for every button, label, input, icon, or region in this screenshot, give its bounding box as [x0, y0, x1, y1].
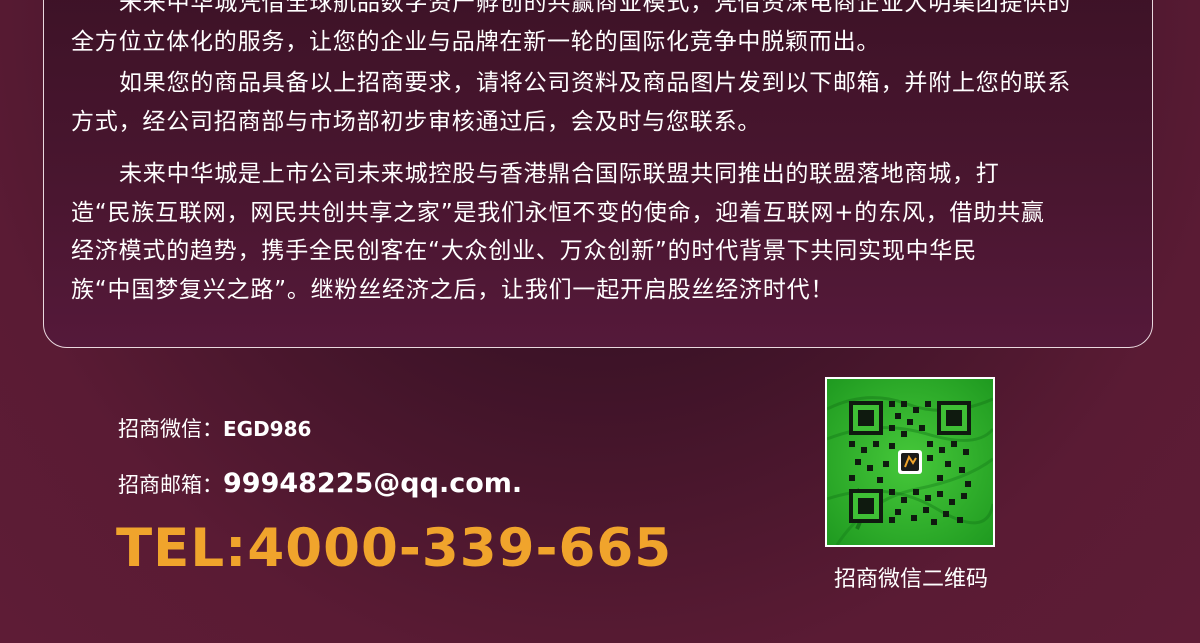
telephone-number: TEL:4000-339-665 [116, 518, 673, 579]
intro-paragraph-3: 未来中华城是上市公司未来城控股与香港鼎合国际联盟共同推出的联盟落地商城，打 造“… [71, 155, 1131, 309]
paragraph-3-line-4: 族“中国梦复兴之路”。继粉丝经济之后，让我们一起开启股丝经济时代！ [71, 276, 835, 303]
wechat-id: EGD986 [223, 417, 312, 441]
intro-paragraph-1: 未来中华城凭借全球航品数字资产孵创的共赢商业模式，凭借资深电商企业大明集团提供的… [71, 0, 1131, 61]
wechat-contact: 招商微信：EGD986 [118, 413, 311, 443]
paragraph-1-line-2: 全方位立体化的服务，让您的企业与品牌在新一轮的国际化竞争中脱颖而出。 [71, 28, 881, 55]
paragraph-2-line-1: 如果您的商品具备以上招商要求，请将公司资料及商品图片发到以下邮箱，并附上您的联系 [119, 70, 1071, 96]
paragraph-3-line-3: 经济模式的趋势，携手全民创客在“大众创业、万众创新”的时代背景下共同实现中华民 [71, 238, 978, 264]
intro-paragraph-2: 如果您的商品具备以上招商要求，请将公司资料及商品图片发到以下邮箱，并附上您的联系… [71, 64, 1131, 141]
email-label: 招商邮箱： [118, 473, 223, 497]
email-address: 99948225@qq.com. [223, 468, 523, 499]
qr-caption: 招商微信二维码 [833, 567, 988, 592]
email-contact: 招商邮箱：99948225@qq.com. [118, 468, 522, 499]
paragraph-2-line-2: 方式，经公司招商部与市场部初步审核通过后，会及时与您联系。 [71, 108, 762, 135]
wechat-label: 招商微信： [118, 417, 223, 441]
paragraph-3-line-2: 造“民族互联网，网民共创共享之家”是我们永恒不变的使命，迎着互联网+的东风，借助… [71, 199, 1045, 226]
intro-panel [43, 0, 1153, 348]
qr-code-icon [827, 379, 993, 545]
paragraph-3-line-1: 未来中华城是上市公司未来城控股与香港鼎合国际联盟共同推出的联盟落地商城，打 [119, 161, 1000, 187]
paragraph-1-line-1: 未来中华城凭借全球航品数字资产孵创的共赢商业模式，凭借资深电商企业大明集团提供的 [119, 0, 1071, 16]
wechat-qr-code [825, 377, 995, 547]
